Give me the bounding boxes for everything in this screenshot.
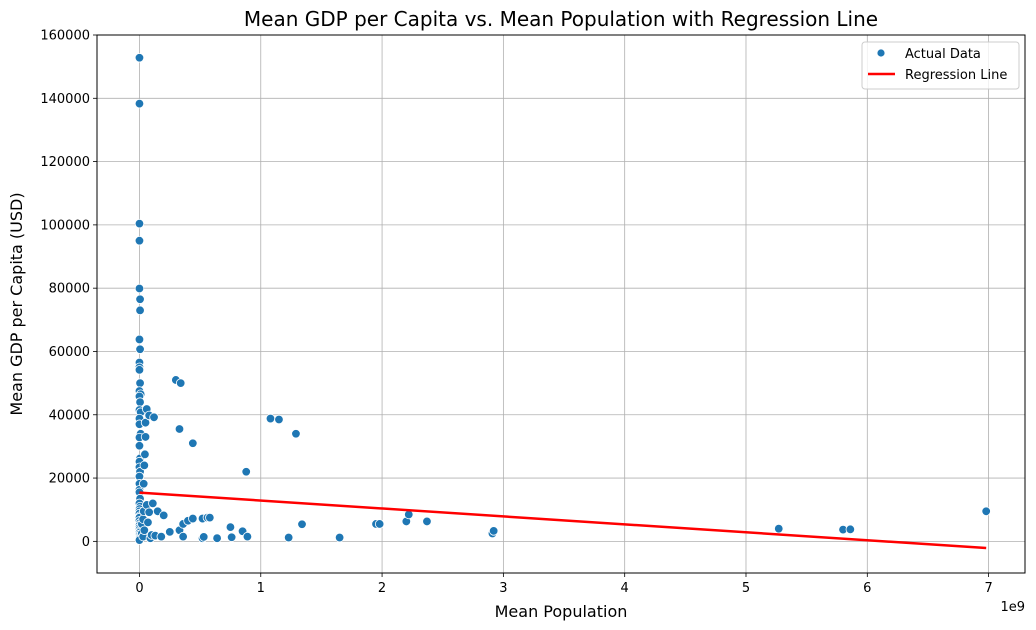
data-point: [134, 283, 145, 294]
data-point: [488, 526, 499, 536]
data-point: [135, 294, 145, 304]
x-tick-label: 1: [257, 581, 265, 596]
data-point: [225, 522, 236, 532]
data-point: [188, 438, 198, 448]
x-tick-label: 0: [135, 581, 143, 596]
data-point: [212, 533, 222, 543]
data-point: [981, 506, 991, 516]
legend-scatter-marker: [876, 48, 886, 58]
x-tick-label: 6: [863, 581, 871, 596]
regression-line: [139, 491, 987, 550]
data-point: [199, 532, 209, 542]
data-point: [135, 378, 145, 388]
data-point: [291, 429, 301, 439]
grid: [97, 34, 1025, 573]
data-point: [188, 513, 198, 524]
data-point: [845, 524, 856, 535]
data-point: [274, 414, 284, 425]
data-point: [159, 510, 169, 521]
data-point: [178, 531, 188, 542]
data-point: [165, 527, 175, 537]
x-tick-label: 4: [621, 581, 629, 596]
data-point: [140, 449, 150, 460]
chart-title: Mean GDP per Capita vs. Mean Population …: [244, 7, 878, 31]
plot-area: [134, 53, 991, 550]
data-point: [774, 523, 784, 534]
data-point: [134, 365, 145, 375]
data-point: [134, 53, 145, 63]
data-point: [241, 467, 251, 477]
y-tick-label: 60000: [49, 345, 90, 360]
legend-box: [861, 41, 1020, 90]
axes-frame: [96, 34, 1026, 574]
data-point: [134, 218, 145, 229]
data-point: [134, 236, 145, 246]
x-tick-label: 2: [378, 581, 386, 596]
data-point: [283, 532, 294, 543]
y-tick-label: 140000: [40, 92, 90, 107]
y-tick-label: 120000: [40, 155, 90, 170]
x-axis-label: Mean Population: [495, 602, 628, 621]
data-point: [139, 479, 149, 489]
data-point: [176, 378, 186, 388]
data-point: [205, 512, 215, 523]
data-point: [149, 412, 159, 422]
y-tick-label: 80000: [49, 282, 90, 297]
data-point: [374, 519, 385, 529]
x-axis: 0 1 2 3 4 5 6 7: [135, 573, 993, 596]
legend-label-regression-line: Regression Line: [905, 68, 1007, 83]
data-point: [144, 507, 154, 517]
data-point: [265, 413, 276, 424]
data-point: [143, 517, 153, 528]
y-tick-label: 20000: [49, 472, 90, 487]
y-tick-label: 160000: [40, 29, 90, 44]
data-point: [297, 519, 307, 529]
data-point: [140, 417, 151, 428]
x-tick-label: 3: [499, 581, 507, 596]
data-point: [135, 344, 145, 354]
data-point: [226, 532, 237, 542]
y-axis: 0 20000 40000 60000 80000 100000 120000 140000 1…: [40, 29, 97, 550]
y-tick-label: 100000: [40, 218, 90, 233]
data-point: [134, 441, 145, 451]
data-point: [334, 532, 345, 543]
x-tick-label: 5: [742, 581, 750, 596]
data-point: [156, 531, 166, 542]
data-point: [148, 498, 158, 509]
data-point: [134, 98, 145, 109]
data-point: [422, 516, 432, 527]
x-offset-label: 1e9: [1000, 600, 1025, 615]
data-point: [242, 531, 253, 542]
y-tick-label: 0: [82, 535, 90, 550]
legend: Actual Data Regression Line: [861, 41, 1020, 90]
legend-label-actual-data: Actual Data: [905, 47, 981, 62]
y-axis-label: Mean GDP per Capita (USD): [7, 192, 26, 415]
x-tick-label: 7: [984, 581, 992, 596]
y-tick-label: 40000: [49, 408, 90, 423]
data-point: [139, 525, 150, 535]
data-point: [134, 334, 145, 345]
data-point: [135, 397, 145, 407]
data-point: [139, 460, 150, 471]
data-point: [135, 305, 145, 316]
data-point: [174, 424, 185, 434]
data-point: [140, 432, 151, 442]
